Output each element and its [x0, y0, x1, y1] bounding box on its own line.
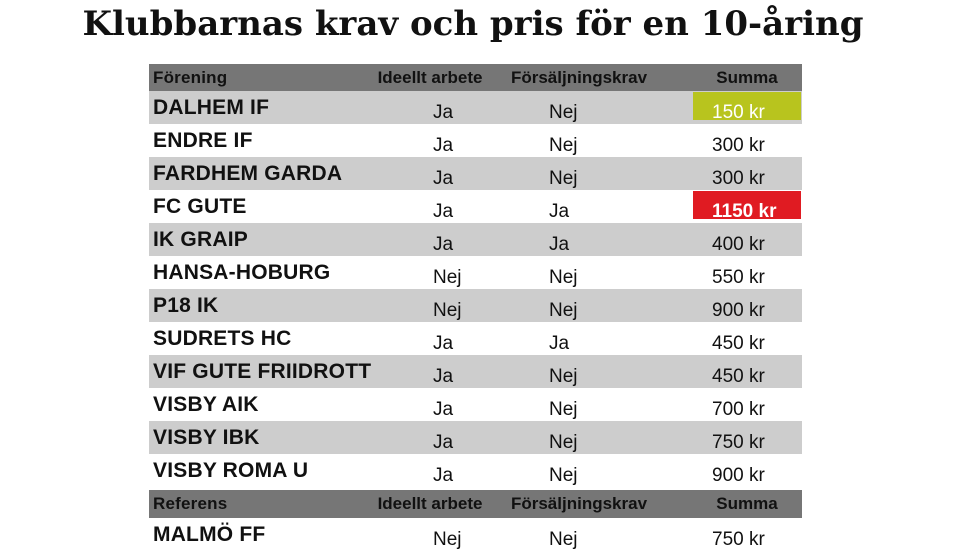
table-row: HANSA-HOBURG Nej Nej 550 kr [149, 256, 802, 289]
forsaljningskrav-cell: Ja [549, 333, 570, 354]
summa-cell: 150 kr [712, 102, 765, 123]
ideellt-arbete-cell: Ja [433, 102, 454, 123]
summa-cell: 550 kr [712, 267, 765, 288]
header-forening: Förening [153, 68, 228, 87]
club-name: VISBY ROMA U [153, 459, 309, 482]
club-name: ENDRE IF [153, 129, 253, 152]
ideellt-arbete-cell: Ja [433, 234, 454, 255]
forsaljningskrav-cell: Nej [549, 432, 578, 453]
ideellt-arbete-cell: Nej [433, 267, 462, 288]
header-summa: Summa [716, 68, 778, 87]
ideellt-arbete-cell: Ja [433, 333, 454, 354]
club-name: P18 IK [153, 294, 219, 317]
table-row: FC GUTE Ja Ja 1150 kr [149, 190, 802, 223]
ideellt-arbete-cell: Nej [433, 300, 462, 321]
club-name: FC GUTE [153, 195, 247, 218]
club-name: VISBY IBK [153, 426, 260, 449]
forsaljningskrav-cell: Ja [549, 234, 570, 255]
summa-cell: 400 kr [712, 234, 765, 255]
club-name: VIF GUTE FRIIDROTT [153, 360, 372, 383]
table-header: Förening Ideellt arbete Försäljningskrav… [149, 64, 802, 91]
ref-header-ideellt-arbete: Ideellt arbete [377, 494, 483, 513]
reference-header: Referens Ideellt arbete Försäljningskrav… [149, 490, 802, 518]
ideellt-arbete-cell: Ja [433, 399, 454, 420]
club-name: DALHEM IF [153, 96, 270, 119]
table-row: P18 IK Nej Nej 900 kr [149, 289, 802, 322]
club-table: Förening Ideellt arbete Försäljningskrav… [149, 64, 802, 551]
forsaljningskrav-cell: Nej [549, 300, 578, 321]
summa-cell: 750 kr [712, 529, 765, 550]
header-ideellt-arbete: Ideellt arbete [377, 68, 483, 87]
club-name: FARDHEM GARDA [153, 162, 343, 185]
table-row: VISBY IBK Ja Nej 750 kr [149, 421, 802, 454]
summa-cell: 450 kr [712, 366, 765, 387]
page-title: Klubbarnas krav och pris för en 10-åring [82, 4, 864, 44]
ideellt-arbete-cell: Ja [433, 465, 454, 486]
summa-cell: 1150 kr [712, 201, 777, 222]
table-row: VISBY AIK Ja Nej 700 kr [149, 388, 802, 421]
table-row: DALHEM IF Ja Nej 150 kr [149, 91, 802, 124]
ideellt-arbete-cell: Ja [433, 168, 454, 189]
table-row: MALMÖ FF Nej Nej 750 kr [149, 518, 802, 551]
club-name: SUDRETS HC [153, 327, 292, 350]
table-row: VIF GUTE FRIIDROTT Ja Nej 450 kr [149, 355, 802, 388]
club-name: VISBY AIK [153, 393, 259, 416]
ideellt-arbete-cell: Nej [433, 529, 462, 550]
summa-cell: 300 kr [712, 168, 765, 189]
forsaljningskrav-cell: Nej [549, 267, 578, 288]
club-name: MALMÖ FF [153, 523, 266, 546]
table-row: IK GRAIP Ja Ja 400 kr [149, 223, 802, 256]
forsaljningskrav-cell: Nej [549, 135, 578, 156]
summa-cell: 750 kr [712, 432, 765, 453]
forsaljningskrav-cell: Nej [549, 529, 578, 550]
summa-cell: 450 kr [712, 333, 765, 354]
lowest-price-highlight [693, 92, 801, 120]
table-row: ENDRE IF Ja Nej 300 kr [149, 124, 802, 157]
header-forsaljningskrav: Försäljningskrav [510, 68, 648, 87]
highest-price-highlight [693, 191, 801, 219]
table-row: FARDHEM GARDA Ja Nej 300 kr [149, 157, 802, 190]
ideellt-arbete-cell: Ja [433, 432, 454, 453]
ideellt-arbete-cell: Ja [433, 201, 454, 222]
ref-header-summa: Summa [716, 494, 778, 513]
summa-cell: 700 kr [712, 399, 765, 420]
summa-cell: 900 kr [712, 300, 765, 321]
forsaljningskrav-cell: Ja [549, 201, 570, 222]
club-name: HANSA-HOBURG [153, 261, 331, 284]
ideellt-arbete-cell: Ja [433, 366, 454, 387]
forsaljningskrav-cell: Nej [549, 102, 578, 123]
summa-cell: 900 kr [712, 465, 765, 486]
forsaljningskrav-cell: Nej [549, 399, 578, 420]
forsaljningskrav-cell: Nej [549, 465, 578, 486]
ideellt-arbete-cell: Ja [433, 135, 454, 156]
table-row: VISBY ROMA U Ja Nej 900 kr [149, 454, 802, 487]
summa-cell: 300 kr [712, 135, 765, 156]
ref-header-forsaljningskrav: Försäljningskrav [510, 494, 648, 513]
club-name: IK GRAIP [153, 228, 248, 251]
table-row: SUDRETS HC Ja Ja 450 kr [149, 322, 802, 355]
header-referens: Referens [153, 494, 228, 513]
forsaljningskrav-cell: Nej [549, 366, 578, 387]
forsaljningskrav-cell: Nej [549, 168, 578, 189]
